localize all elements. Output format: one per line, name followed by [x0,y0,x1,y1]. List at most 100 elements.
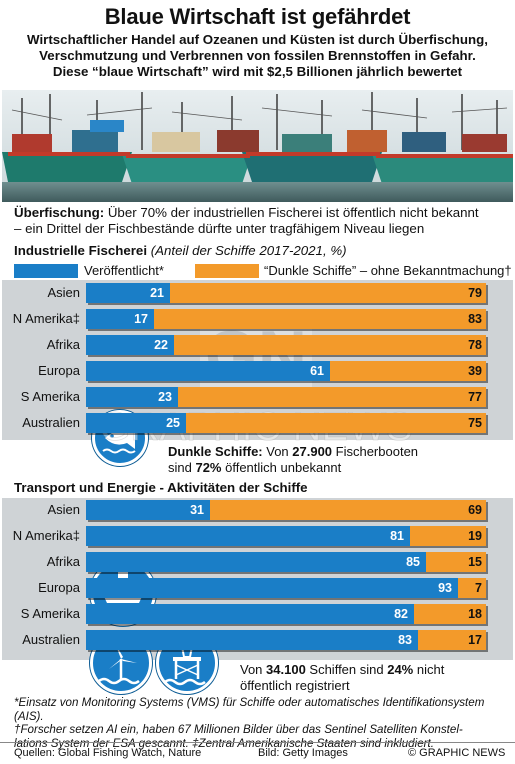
transport-value-published: 31 [190,503,204,517]
footnote-2: †Forscher setzen AI ein, haben 67 Millio… [14,723,463,737]
fishing-note-line-2: sind 72% öffentlich unbekannt [168,460,418,476]
page-title: Blaue Wirtschaft ist gefährdet [104,4,411,29]
lead-bold: Überfischung: [14,205,105,220]
transport-note-num: 34.100 [266,662,306,677]
fishing-note-rest: Von [262,444,293,459]
fishing-value-published: 22 [154,338,168,352]
transport-category-label: Afrika [46,554,80,569]
transport-value-dark: 15 [468,555,482,569]
lead-line-1-rest: Über 70% der industriellen Fischerei ist… [104,205,479,220]
legend-published: Veröffentlicht* [84,263,164,278]
transport-value-published: 93 [438,581,452,595]
transport-value-dark: 18 [468,607,482,621]
fishing-note-2c: öffentlich unbekannt [221,460,342,475]
fishing-value-dark: 79 [468,286,482,300]
fishing-value-published: 17 [134,312,148,326]
fishing-boats-photo [2,90,513,202]
fishing-title: Industrielle Fischerei [14,243,148,258]
legend-swatch-published [14,264,78,278]
legend-dark: “Dunkle Schiffe” – ohne Bekanntmachung† [264,263,512,278]
subtitle-line-3: Diese “blaue Wirtschaft” wird mit $2,5 B… [52,64,463,80]
fishing-note-num: 27.900 [292,444,333,459]
fishing-bar-dark [330,361,486,381]
fishing-category-label: Afrika [46,337,80,352]
transport-category-label: Europa [38,580,80,595]
fishing-category-label: S Amerika [20,389,80,404]
fishing-bar-published [86,309,154,329]
legend-swatch-dark [195,264,259,278]
fishing-bar-dark [154,309,486,329]
transport-note-pct: 24% [387,662,414,677]
transport-note-line-2: öffentlich registriert [240,678,350,693]
transport-value-published: 81 [390,529,404,543]
transport-value-published: 85 [406,555,420,569]
transport-bar-published [86,578,458,598]
transport-value-published: 83 [398,633,412,647]
fishing-category-label: Europa [38,363,80,378]
image-credit: Bild: Getty Images [258,747,348,759]
transport-value-dark: 17 [468,633,482,647]
fishing-bar-published [86,335,174,355]
footer-divider [0,742,515,743]
transport-note: Von 34.100 Schiffen sind 24% nicht öffen… [240,662,444,694]
footnote-1: *Einsatz von Monitoring Systems (VMS) fü… [14,696,485,723]
fishing-bar-published [86,387,178,407]
transport-bar-published [86,526,410,546]
transport-category-label: N Amerika‡ [12,528,80,543]
transport-value-dark: 7 [475,581,482,595]
fishing-bar-dark [186,413,486,433]
fishing-note-bold: Dunkle Schiffe: [168,444,263,459]
transport-bar-dark [410,526,486,546]
fishing-note-2a: sind [168,460,196,475]
fishing-note-line-1: Dunkle Schiffe: Von 27.900 Fischerbooten [168,444,418,460]
transport-note-b: Schiffen sind [305,662,388,677]
page-subtitle: Wirtschaftlicher Handel auf Ozeanen und … [4,32,511,81]
transport-category-label: Asien [47,502,80,517]
transport-category-label: S Amerika [20,606,80,621]
fishing-value-published: 25 [166,416,180,430]
footnotes: *Einsatz von Monitoring Systems (VMS) fü… [14,696,510,750]
subtitle-line-1: Wirtschaftlicher Handel auf Ozeanen und … [27,32,488,47]
lead-line-1: Überfischung: Über 70% der industriellen… [14,205,509,221]
overfishing-lead: Überfischung: Über 70% der industriellen… [14,205,509,237]
transport-note-c: nicht [413,662,445,677]
fishing-bar-published [86,283,170,303]
fishing-category-label: Australien [22,415,80,430]
fishing-value-dark: 78 [468,338,482,352]
fishing-value-dark: 77 [468,390,482,404]
transport-bar-dark [458,578,486,598]
fishing-category-label: Asien [47,285,80,300]
publisher-credit: © GRAPHIC NEWS [408,747,506,759]
fishing-note: Dunkle Schiffe: Von 27.900 Fischerbooten… [168,444,418,476]
fishing-value-published: 21 [150,286,164,300]
fishing-value-dark: 75 [468,416,482,430]
subtitle-line-2: Verschmutzung und Verbrennen von fossile… [39,48,476,64]
footnote-3: lations System der ESA gescannt. ‡Zentra… [14,736,434,750]
fishing-value-dark: 83 [468,312,482,326]
fishing-category-label: N Amerika‡ [12,311,80,326]
fishing-section-title: Industrielle Fischerei (Anteil der Schif… [14,243,347,258]
transport-bar-dark [426,552,486,572]
fishing-note-tail: Fischerbooten [332,444,419,459]
transport-bar-published [86,552,426,572]
harbor-image [2,90,513,202]
transport-bar-published [86,604,414,624]
transport-bar-dark [414,604,486,624]
fishing-bar-dark [178,387,486,407]
transport-bar-published [86,630,418,650]
lead-line-2: – ein Drittel der Fischbestände dürfte u… [14,221,425,236]
transport-value-dark: 69 [468,503,482,517]
fishing-bar-dark [174,335,486,355]
fishing-bar-dark [170,283,486,303]
source-credit: Quellen: Global Fishing Watch, Nature [14,747,202,759]
transport-bar-published [86,500,210,520]
fishing-note-2b: 72% [195,460,222,475]
transport-note-line-1: Von 34.100 Schiffen sind 24% nicht [240,662,444,678]
transport-section-title: Transport und Energie - Aktivitäten der … [14,480,308,495]
fishing-value-published: 23 [158,390,172,404]
fish-glyph [102,427,136,454]
fishing-title-note: (Anteil der Schiffe 2017-2021, %) [150,243,347,258]
transport-bar-dark [418,630,486,650]
fishing-value-published: 61 [310,364,324,378]
